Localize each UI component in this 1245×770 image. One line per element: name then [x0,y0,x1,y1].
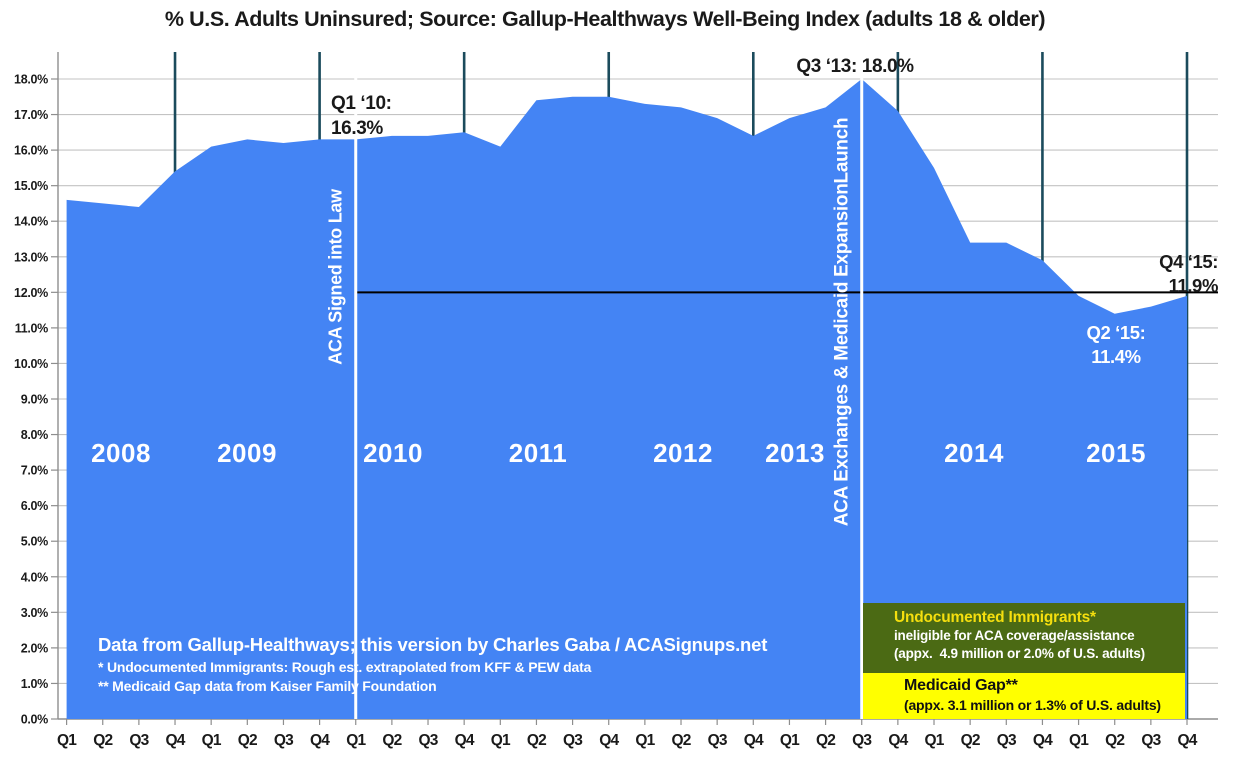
x-tick-label: Q4 [310,732,330,749]
y-tick-label: 3.0% [21,606,48,620]
y-tick-label: 8.0% [21,428,48,442]
x-tick-label: Q1 [780,732,800,749]
medicaid-box-line2: (appx. 3.1 million or 1.3% of U.S. adult… [904,697,1161,713]
y-tick-label: 6.0% [21,499,48,513]
x-tick-label: Q2 [238,732,257,749]
y-tick-label: 7.0% [21,464,48,478]
x-tick-label: Q1 [924,732,944,749]
y-tick-label: 0.0% [21,713,48,727]
medicaid-gap-box: Medicaid Gap** (appx. 3.1 million or 1.3… [863,673,1185,719]
x-tick-label: Q4 [888,732,908,749]
x-tick-label: Q3 [852,732,872,749]
x-tick-label: Q3 [708,732,728,749]
x-tick-label: Q2 [816,732,835,749]
y-tick-label: 1.0% [21,677,48,691]
x-tick-label: Q4 [1033,732,1053,749]
y-tick-label: 16.0% [14,144,48,158]
x-tick-label: Q1 [346,732,366,749]
callout-q2-2015-label: Q2 ‘15: [1086,322,1146,343]
x-tick-label: Q4 [165,732,185,749]
callout-q1-2010-value: 16.3% [331,118,383,139]
y-tick-label: 14.0% [14,215,48,229]
y-tick-label: 12.0% [14,286,48,300]
y-tick-label: 15.0% [14,179,48,193]
year-label: 2013 [765,438,825,468]
year-label: 2014 [944,438,1004,468]
year-label: 2010 [363,438,423,468]
x-tick-label: Q4 [599,732,619,749]
x-tick-label: Q2 [961,732,980,749]
y-tick-label: 11.0% [15,321,48,335]
callout-q3-2013: Q3 ‘13: 18.0% [775,56,935,78]
x-tick-label: Q2 [382,732,401,749]
x-tick-label: Q2 [527,732,546,749]
x-tick-label: Q1 [1069,732,1089,749]
callout-q1-2010-label: Q1 ‘10: [331,93,392,114]
undocumented-immigrants-box: Undocumented Immigrants* ineligible for … [863,603,1185,673]
callout-q3-2013-label: Q3 ‘13: 18.0% [796,56,914,77]
callout-q1-2010: Q1 ‘10: 16.3% [331,91,392,141]
x-tick-label: Q2 [93,732,112,749]
source-credit-block: Data from Gallup-Healthways; this versio… [98,632,767,695]
x-tick-label: Q3 [129,732,149,749]
callout-q4-2015: Q4 ‘15: 11.9% [1018,250,1218,298]
callout-q2-2015: Q2 ‘15: 11.4% [1056,321,1176,369]
year-label: 2015 [1086,438,1146,468]
x-tick-label: Q1 [635,732,655,749]
year-label: 2012 [653,438,713,468]
event-line-label: ACA Exchanges & Medicaid ExpansionLaunch [832,118,853,527]
x-tick-label: Q1 [57,732,77,749]
x-tick-label: Q1 [202,732,222,749]
undocumented-box-title: Undocumented Immigrants* [894,609,1096,626]
credit-line: Data from Gallup-Healthways; this versio… [98,634,768,655]
footnote-medicaid: ** Medicaid Gap data from Kaiser Family … [98,677,437,694]
callout-q2-2015-value: 11.4% [1091,346,1141,367]
year-label: 2009 [217,438,277,468]
x-tick-label: Q4 [1177,732,1197,749]
x-tick-label: Q4 [744,732,764,749]
undocumented-box-line3: (appx. 4.9 million or 2.0% of U.S. adult… [894,645,1145,661]
x-tick-label: Q1 [491,732,511,749]
x-tick-label: Q3 [997,732,1017,749]
year-label: 2008 [91,438,151,468]
x-tick-label: Q3 [274,732,294,749]
x-tick-label: Q3 [563,732,583,749]
year-label: 2011 [509,438,567,468]
footnote-undocumented: * Undocumented Immigrants: Rough est. ex… [98,659,592,675]
x-tick-label: Q3 [418,732,438,749]
x-tick-label: Q2 [1105,732,1124,749]
uninsured-area [66,79,1188,719]
callout-q4-2015-value: 11.9% [1168,275,1219,296]
callout-q4-2015-label: Q4 ‘15: [1159,251,1218,272]
y-tick-label: 18.0% [14,73,48,87]
y-tick-label: 2.0% [21,641,48,655]
x-tick-label: Q3 [1141,732,1161,749]
y-tick-label: 4.0% [21,570,48,584]
y-tick-label: 17.0% [14,108,48,122]
x-tick-label: Q2 [671,732,690,749]
y-tick-label: 13.0% [14,250,48,264]
y-tick-label: 5.0% [21,535,48,549]
chart-title: % U.S. Adults Uninsured; Source: Gallup-… [164,7,1046,31]
y-tick-label: 10.0% [14,357,48,371]
y-tick-label: 9.0% [21,393,48,407]
x-tick-label: Q4 [455,732,475,749]
medicaid-box-title: Medicaid Gap** [904,677,1018,694]
event-line-label: ACA Signed into Law [326,188,346,365]
undocumented-box-line2: ineligible for ACA coverage/assistance [894,628,1135,643]
